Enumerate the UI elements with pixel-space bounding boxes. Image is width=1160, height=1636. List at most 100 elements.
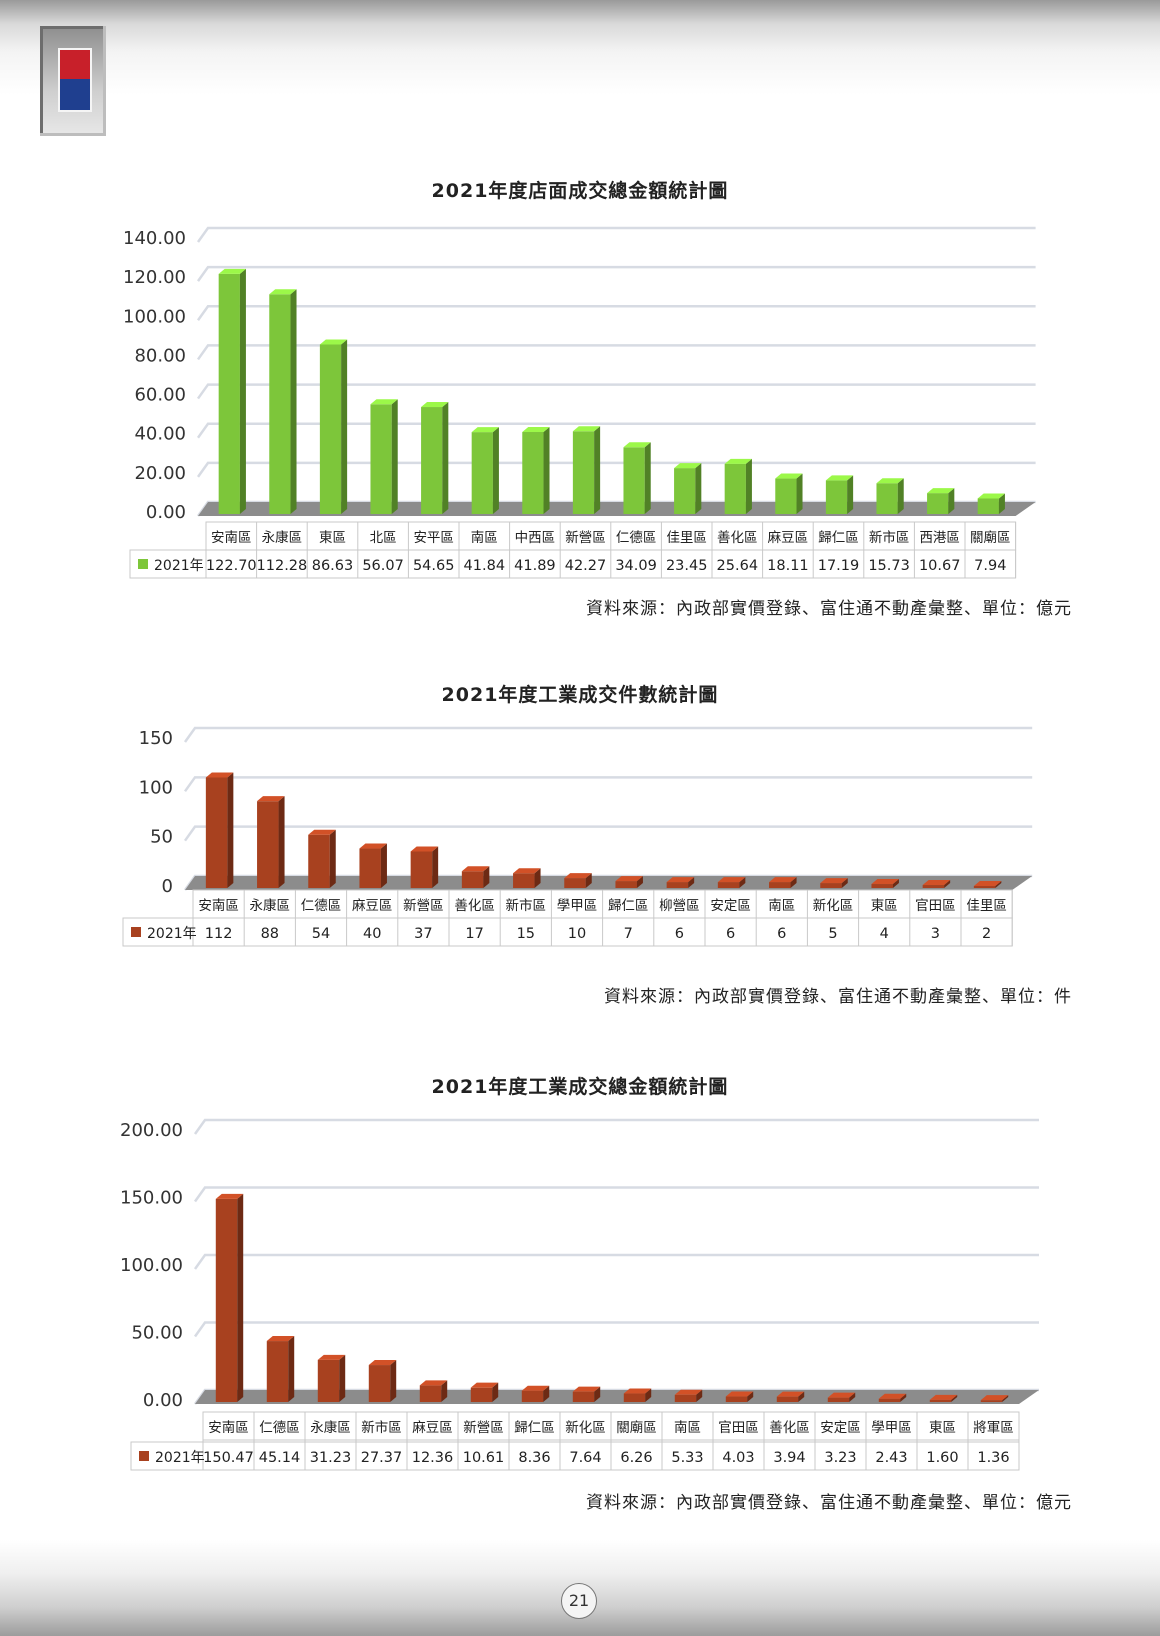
y-tick-label: 80.00 xyxy=(134,345,186,366)
bar-front xyxy=(368,1365,391,1402)
category-label: 安平區 xyxy=(413,530,454,546)
gridline xyxy=(183,726,1033,743)
gridline xyxy=(196,461,1036,478)
bar-side xyxy=(290,289,297,514)
category-label: 東區 xyxy=(929,1420,956,1436)
category-label: 安南區 xyxy=(211,530,252,546)
category-label: 仁德區 xyxy=(301,898,342,914)
bar-top xyxy=(717,877,746,883)
bar-side xyxy=(798,1391,805,1402)
bar-side xyxy=(645,1388,652,1402)
bar-top xyxy=(257,796,285,802)
bar-side xyxy=(948,488,955,514)
bar-front xyxy=(724,463,746,514)
bar-side xyxy=(695,463,702,514)
category-label: 學甲區 xyxy=(557,898,598,914)
data-label: 88 xyxy=(261,926,279,942)
category-label: 安南區 xyxy=(198,898,239,914)
bar-side xyxy=(239,268,246,514)
bar xyxy=(370,399,398,514)
category-label: 新化區 xyxy=(565,1420,606,1436)
bar-front xyxy=(521,1390,544,1402)
bar-front xyxy=(564,878,586,888)
bar-front xyxy=(269,294,291,514)
bar-front xyxy=(820,883,842,888)
bar-front xyxy=(775,478,797,514)
page-number: 21 xyxy=(561,1583,597,1619)
category-label: 中西區 xyxy=(515,530,556,546)
bar-top xyxy=(269,289,297,295)
bar xyxy=(674,1389,703,1402)
data-label: 10.61 xyxy=(463,1450,505,1466)
bar-top xyxy=(871,879,899,885)
bar-front xyxy=(572,431,595,514)
bar-side xyxy=(747,1391,754,1402)
y-tick-label: 40.00 xyxy=(134,424,186,445)
bar-top xyxy=(308,829,336,835)
chart-title: 2021年度工業成交件數統計圖 xyxy=(441,684,719,706)
bar-side xyxy=(390,1360,397,1402)
bar-top xyxy=(922,880,951,886)
data-label: 2 xyxy=(982,926,991,942)
bar-side xyxy=(847,475,854,514)
bar-front xyxy=(876,483,898,514)
data-label: 12.36 xyxy=(412,1450,454,1466)
data-label: 34.09 xyxy=(615,558,657,574)
category-label: 善化區 xyxy=(454,898,495,914)
bar xyxy=(776,1391,805,1402)
bar xyxy=(827,1392,856,1402)
data-label: 7.94 xyxy=(974,558,1006,574)
data-label: 18.11 xyxy=(767,558,809,574)
category-label: 佳里區 xyxy=(966,898,1007,914)
bar-front xyxy=(359,848,381,888)
bar-top xyxy=(977,493,1005,499)
bar-front xyxy=(308,834,330,888)
data-label: 3 xyxy=(931,926,940,942)
category-label: 安定區 xyxy=(710,898,751,914)
bar-side xyxy=(341,339,348,514)
bar-side xyxy=(534,868,541,888)
bar xyxy=(980,1395,1009,1402)
category-label: 官田區 xyxy=(915,898,956,914)
category-label: 南區 xyxy=(471,530,498,546)
bar-side xyxy=(796,473,803,514)
bar-side xyxy=(441,1380,448,1402)
bar-side xyxy=(995,881,1002,888)
source-note: 資料來源：內政部實價登錄、富住通不動產彙整、單位：億元 xyxy=(586,1493,1072,1513)
bar-top xyxy=(666,877,695,883)
bar xyxy=(410,846,439,888)
bar-side xyxy=(849,1392,856,1402)
bar-front xyxy=(973,886,996,888)
bar-top xyxy=(724,458,752,464)
bar-side xyxy=(483,866,490,888)
bar xyxy=(308,829,336,888)
data-label: 3.94 xyxy=(773,1450,805,1466)
bar-side xyxy=(237,1193,244,1402)
bar xyxy=(717,877,746,888)
category-label: 佳里區 xyxy=(666,530,707,546)
bar-side xyxy=(543,1385,550,1402)
bar xyxy=(218,268,246,514)
bar-side xyxy=(892,879,899,888)
bar-side xyxy=(998,493,1005,514)
bar xyxy=(572,426,601,514)
category-label: 麻豆區 xyxy=(352,898,393,914)
bar-top xyxy=(876,478,904,484)
bar xyxy=(419,1380,448,1402)
bar xyxy=(572,1386,601,1402)
category-label: 歸仁區 xyxy=(514,1419,555,1436)
bar-top xyxy=(205,772,234,778)
y-tick-label: 120.00 xyxy=(123,267,186,288)
data-label: 54.65 xyxy=(413,558,455,574)
bar-top xyxy=(725,1391,754,1397)
data-label: 5.33 xyxy=(671,1450,703,1466)
category-label: 東區 xyxy=(871,898,898,914)
bar-top xyxy=(513,868,541,874)
bar-front xyxy=(927,493,949,514)
bar-side xyxy=(442,402,449,514)
bar xyxy=(471,427,499,514)
data-label: 4.03 xyxy=(722,1450,754,1466)
bar-front xyxy=(878,1398,901,1402)
industrial-amount-chart: 0.00 50.00 100.00 150.00 200.00 安南區 仁德區 永康區 新市區麻… xyxy=(120,1118,1039,1471)
data-label: 6.26 xyxy=(620,1450,652,1466)
